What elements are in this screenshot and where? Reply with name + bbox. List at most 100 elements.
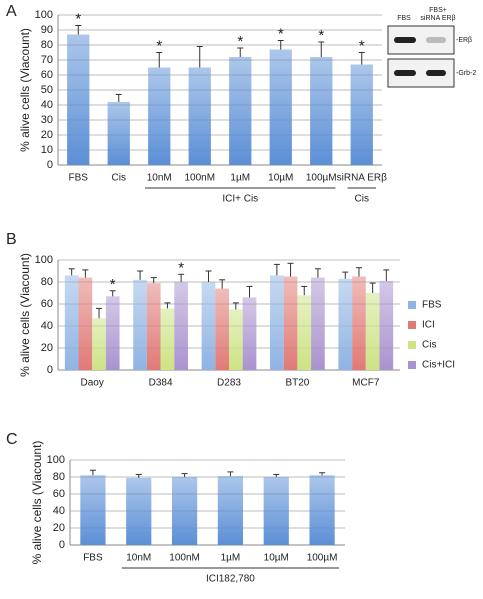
x-tick-label: 10nM xyxy=(126,553,151,564)
significance-mark: * xyxy=(237,33,243,50)
group-label: ICI+ Cis xyxy=(222,194,258,205)
bar xyxy=(146,283,161,370)
significance-mark: * xyxy=(278,25,284,42)
x-tick-label: D384 xyxy=(149,378,173,389)
x-tick-label: BT20 xyxy=(285,378,309,389)
error-bar xyxy=(89,469,96,476)
x-tick-label: 100nM xyxy=(169,553,200,564)
y-tick-label: 20 xyxy=(41,342,53,354)
x-tick-label: 100nM xyxy=(184,173,215,184)
bar xyxy=(160,308,175,370)
x-tick-label: 1µM xyxy=(221,553,241,564)
y-tick-label: 40 xyxy=(53,505,65,517)
x-tick-label: siRNA ERβ xyxy=(337,173,387,184)
lane-label: FBS+ xyxy=(429,7,447,14)
panel-label: A xyxy=(6,3,17,20)
y-tick-label: 0 xyxy=(47,159,53,171)
y-tick-label: 60 xyxy=(41,298,53,310)
lane-label: FBS xyxy=(397,15,411,22)
bar xyxy=(188,67,211,165)
bar xyxy=(171,477,198,545)
bar xyxy=(67,34,90,165)
bar xyxy=(283,276,298,370)
y-tick-label: 20 xyxy=(53,522,65,534)
x-tick-label: 1µM xyxy=(230,173,250,184)
y-tick-label: 60 xyxy=(53,488,65,500)
bar xyxy=(350,64,373,165)
y-tick-label: 80 xyxy=(41,276,53,288)
significance-mark: * xyxy=(318,27,324,44)
x-tick-label: FBS xyxy=(69,173,89,184)
error-bar xyxy=(277,40,284,50)
significance-mark: * xyxy=(359,37,365,54)
error-bar xyxy=(273,263,280,276)
bar xyxy=(242,297,257,370)
error-bar xyxy=(109,290,116,297)
legend-swatch xyxy=(408,361,416,369)
y-tick-label: 90 xyxy=(41,24,53,36)
y-tick-label: 100 xyxy=(35,254,53,266)
x-tick-label: 10µM xyxy=(264,553,289,564)
y-axis-label: % alive cells (Viacount) xyxy=(18,253,32,377)
band-label: -Grb-2 xyxy=(456,70,476,77)
error-bar xyxy=(150,277,157,284)
y-tick-label: 40 xyxy=(41,99,53,111)
group-label: Cis xyxy=(355,194,369,205)
x-tick-label: FBS xyxy=(83,553,103,564)
bar xyxy=(338,278,353,370)
bar xyxy=(126,477,152,545)
error-bar xyxy=(135,473,142,478)
error-bar xyxy=(369,282,376,293)
error-bar xyxy=(156,52,163,68)
bar xyxy=(133,279,147,370)
lane-label: siRNA ERβ xyxy=(420,15,455,22)
error-bar xyxy=(75,25,82,35)
band-label: -ERβ xyxy=(456,37,472,44)
error-bar xyxy=(358,52,365,65)
error-bar xyxy=(237,47,244,57)
y-tick-label: 80 xyxy=(53,471,65,483)
panel-label: C xyxy=(6,431,18,448)
error-bar xyxy=(82,269,89,278)
bar xyxy=(263,477,289,545)
y-tick-label: 60 xyxy=(41,69,53,81)
error-bar xyxy=(96,307,103,319)
error-bar xyxy=(115,94,122,102)
bar xyxy=(310,57,333,165)
error-bar xyxy=(355,267,362,277)
bar xyxy=(297,295,312,370)
error-bar xyxy=(205,270,212,282)
legend-label: FBS xyxy=(422,300,442,311)
bar xyxy=(270,275,284,370)
error-bar xyxy=(181,473,188,477)
bar xyxy=(269,49,292,165)
bar xyxy=(311,277,325,370)
bar xyxy=(352,276,366,370)
legend-label: ICI xyxy=(422,320,435,331)
y-tick-label: 40 xyxy=(41,320,53,332)
x-tick-label: 10µM xyxy=(268,173,293,184)
bar xyxy=(365,293,380,370)
y-tick-label: 100 xyxy=(47,454,65,466)
x-tick-label: D283 xyxy=(217,378,241,389)
blot-band xyxy=(426,70,446,76)
x-tick-label: Daoy xyxy=(81,378,104,389)
error-bar xyxy=(342,271,349,279)
error-bar xyxy=(301,285,308,296)
error-bar xyxy=(246,285,253,298)
significance-mark: * xyxy=(110,276,116,293)
bar xyxy=(64,275,79,370)
bar xyxy=(78,277,93,370)
group-label: ICI182,780 xyxy=(206,574,255,585)
legend-label: Cis xyxy=(422,340,436,351)
x-tick-label: 100µM xyxy=(306,173,337,184)
error-bar xyxy=(196,46,203,68)
error-bar xyxy=(219,279,226,289)
y-axis-label: % alive cells (Viacount) xyxy=(18,28,32,152)
significance-mark: * xyxy=(75,10,81,27)
bar xyxy=(309,475,335,545)
error-bar xyxy=(314,268,321,278)
bar xyxy=(379,280,394,370)
bar xyxy=(217,476,244,545)
x-tick-label: 100µM xyxy=(307,553,338,564)
